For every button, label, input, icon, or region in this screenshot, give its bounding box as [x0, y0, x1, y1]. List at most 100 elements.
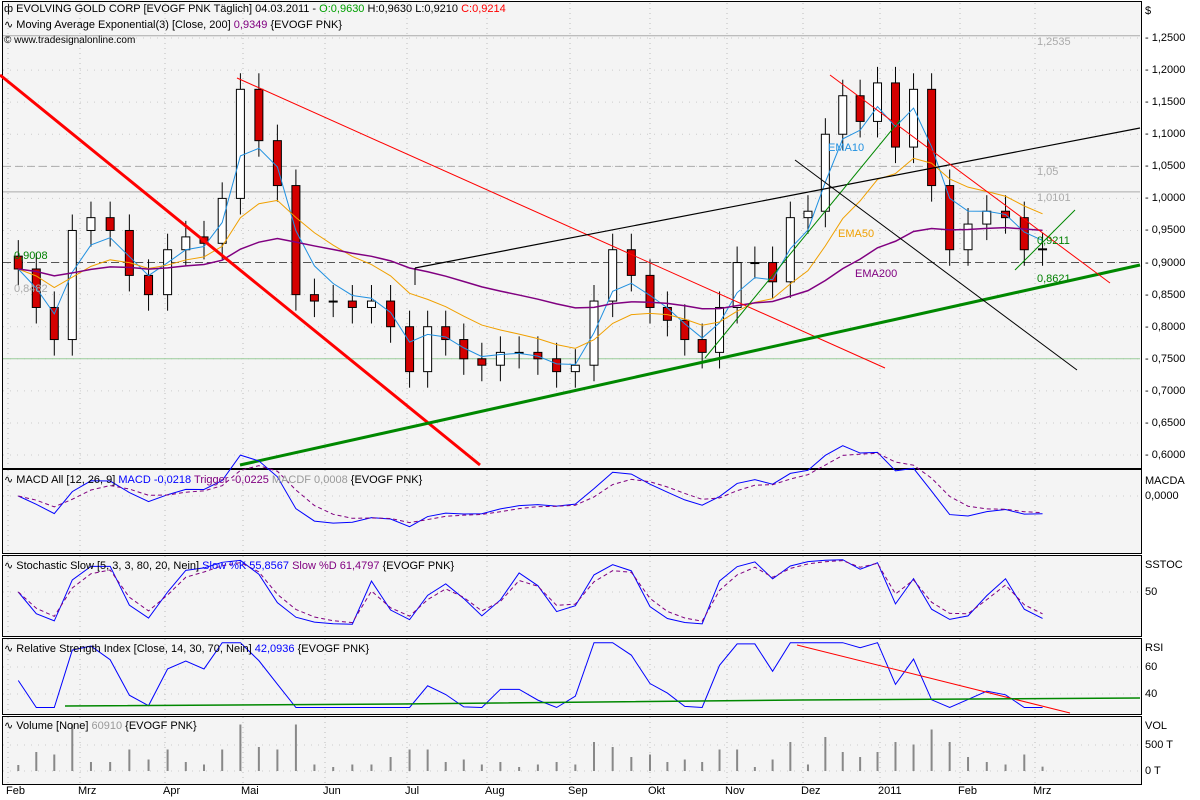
trend-line: [794, 159, 1078, 371]
volume-symbol: {EVOGF PNK}: [125, 720, 197, 732]
indicator-icon: ∿: [4, 560, 14, 572]
stoch-d-value: Slow %D 61,4797: [292, 560, 380, 572]
rsi-label: Relative Strength Index [Close, 14, 30, …: [16, 643, 252, 655]
candle-body: [49, 306, 59, 341]
y-tick-label: - 0,7500: [1145, 352, 1186, 365]
y-tick-label: - 1,1000: [1145, 128, 1186, 141]
indicator-icon: ∿: [4, 474, 14, 486]
candle-body: [272, 140, 282, 187]
ema-symbol: {EVOGF PNK}: [270, 19, 343, 31]
candle-body: [386, 300, 396, 328]
price-header: ф EVOLVING GOLD CORP [EVOGF PNK Täglich]…: [4, 3, 506, 15]
ema-label: Moving Average Exponential(3) [Close, 20…: [16, 19, 231, 31]
stoch-k-line: [17, 559, 1043, 625]
trend-line: [829, 74, 1111, 284]
volume-value: 60910: [91, 720, 123, 732]
candle-body: [105, 217, 115, 231]
trigger-value: Trigger -0,0225: [194, 474, 269, 486]
candle-body: [459, 339, 469, 360]
candle-body: [927, 88, 937, 187]
copyright-icon: ©: [4, 35, 12, 46]
candle-body: [803, 210, 813, 219]
macd-trigger-line: [18, 452, 1043, 524]
stoch-symbol: {EVOGF PNK}: [382, 560, 455, 572]
candle-body: [890, 82, 900, 148]
x-tick-label: Jul: [405, 785, 420, 797]
y-tick-label: - 1,0000: [1145, 192, 1186, 205]
candle-body: [855, 95, 865, 122]
macd-panel[interactable]: [2, 469, 1142, 554]
volume-axis-title: VOL: [1145, 720, 1168, 732]
macd-tick: 0,0000: [1145, 490, 1179, 502]
volume-tick: 500 T: [1145, 739, 1173, 751]
trend-line: [239, 263, 1141, 467]
candle-body: [366, 300, 376, 308]
y-tick-label: - 0,6500: [1145, 416, 1186, 429]
candle-body: [645, 274, 655, 308]
open-value: O:0,9630: [319, 3, 365, 15]
level-label: 0,9211: [1037, 235, 1070, 248]
x-tick-label: Okt: [648, 785, 666, 797]
volume-panel[interactable]: [2, 716, 1142, 785]
rsi-support-line: [64, 697, 1141, 707]
stoch-label: Stochastic Slow [5, 3, 3, 80, 20, Nein]: [16, 560, 200, 572]
ema200-line: [18, 226, 1043, 310]
candle-body: [963, 223, 973, 251]
candle-body: [144, 274, 154, 296]
ema10-line: [17, 105, 1043, 366]
volume-header: ∿ Volume [None] 60910 {EVOGF PNK}: [4, 719, 197, 732]
candle-body: [909, 88, 919, 148]
candle-body: [552, 358, 562, 373]
trend-line: [0, 73, 481, 467]
x-tick-label: Feb: [6, 785, 25, 797]
rsi-line: [17, 642, 1043, 709]
candle-body: [86, 217, 96, 231]
y-tick-label: - 0,9000: [1145, 256, 1186, 269]
macd-label: MACD All [12, 26, 9]: [16, 474, 116, 486]
candle-body: [309, 294, 319, 302]
rsi-tick: 40: [1145, 688, 1158, 700]
low-value: L:0,9210: [415, 3, 459, 15]
candle-body: [254, 88, 264, 142]
stoch-k-value: Slow %K 55,8567: [202, 560, 290, 572]
ema-series-label: EMA10: [828, 142, 865, 154]
x-tick-label: Sep: [568, 785, 588, 797]
stoch-d-line: [17, 560, 1043, 624]
macd-value: MACD -0,0218: [118, 474, 192, 486]
candle-body: [680, 319, 690, 341]
y-tick-label: - 0,6000: [1145, 449, 1186, 462]
ema-series-label: EMA50: [838, 228, 875, 240]
y-tick-label: - 0,9500: [1145, 224, 1186, 237]
candle-body: [405, 326, 415, 373]
macd-symbol: {EVOGF PNK}: [350, 474, 423, 486]
rsi-axis-title: RSI: [1145, 642, 1164, 654]
x-tick-label: Nov: [725, 785, 745, 797]
y-tick-label: - 0,7000: [1145, 384, 1186, 397]
left-level-label: 0,9008: [14, 250, 48, 262]
candle-body: [495, 351, 505, 366]
x-tick-label: 2011: [878, 785, 902, 797]
candle-body: [982, 210, 992, 225]
indicator-icon: ∿: [4, 720, 14, 732]
candle-body: [662, 306, 672, 321]
macd-header: ∿ MACD All [12, 26, 9] MACD -0,0218 Trig…: [4, 473, 422, 486]
price-axis-title: $: [1145, 5, 1152, 17]
candle-body: [291, 185, 301, 296]
macdf-value: MACDF 0,0008: [271, 474, 348, 486]
rsi-tick: 60: [1145, 661, 1158, 673]
candle-body: [235, 88, 245, 199]
y-tick-label: - 0,8500: [1145, 288, 1186, 301]
symbol-title: EVOLVING GOLD CORP [EVOGF PNK Täglich] 0…: [16, 3, 317, 15]
rsi-symbol: {EVOGF PNK}: [297, 643, 370, 655]
stoch-axis-title: SSTOC: [1145, 559, 1183, 571]
candle-body: [1038, 248, 1048, 251]
candle-body: [423, 326, 433, 373]
level-label: 1,0101: [1037, 191, 1071, 204]
indicator-icon: ∿: [4, 19, 14, 31]
stochastic-panel[interactable]: [2, 555, 1142, 637]
source-link[interactable]: © www.tradesignalonline.com: [4, 35, 135, 46]
stoch-tick: 50: [1145, 586, 1158, 598]
level-label: 1,05: [1037, 166, 1059, 179]
candle-body: [570, 364, 580, 373]
candle-body: [477, 358, 487, 366]
